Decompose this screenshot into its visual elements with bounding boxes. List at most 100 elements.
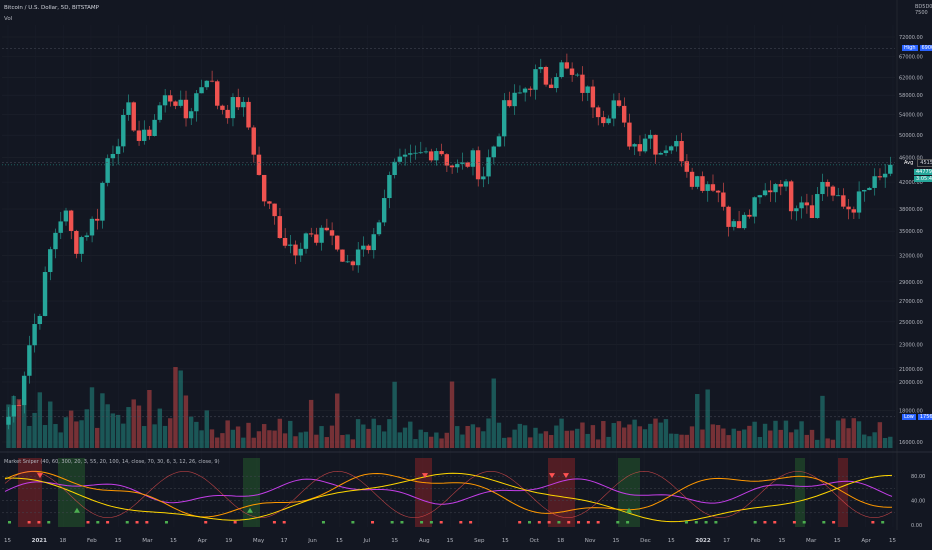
volume-bar <box>277 418 283 448</box>
volume-bar <box>616 421 622 448</box>
candle-body <box>872 176 877 188</box>
candle-body <box>830 186 836 196</box>
oscillator-highlight <box>548 458 575 527</box>
volume-bar <box>788 432 794 448</box>
candle-body <box>580 74 585 93</box>
signal-triangle <box>74 507 80 513</box>
candle-body <box>867 187 872 191</box>
candle-body <box>376 222 382 235</box>
price-tag-label: Avg <box>902 159 916 166</box>
candle-body <box>220 105 225 110</box>
signal-marker <box>763 521 767 524</box>
candle-body <box>204 80 209 88</box>
volume-bar <box>762 423 768 448</box>
volume-bar <box>147 389 152 448</box>
price-tick-label: 67000.00 <box>899 54 923 60</box>
candle-body <box>741 214 747 229</box>
candle-body <box>455 163 460 168</box>
candle-body <box>21 375 27 406</box>
price-tick-label: 27000.00 <box>899 299 923 305</box>
candle-body <box>658 153 663 155</box>
candle-body <box>569 68 575 75</box>
candle-body <box>465 162 470 167</box>
candle-body <box>486 157 491 177</box>
volume-bar <box>68 410 74 448</box>
volume-bar <box>590 425 596 448</box>
volume-bar <box>632 419 637 448</box>
candle-body <box>63 210 69 222</box>
oscillator-highlight <box>18 458 42 527</box>
volume-bar <box>768 430 773 448</box>
candle-body <box>105 158 110 183</box>
candle-body <box>820 181 825 195</box>
candle-body <box>11 405 16 417</box>
oscillator-series-line <box>5 472 893 523</box>
signal-marker <box>822 521 826 524</box>
price-tick-label: 16000.00 <box>899 440 923 446</box>
signal-triangle <box>563 473 569 479</box>
volume-bar <box>501 437 507 448</box>
signal-marker <box>429 521 433 524</box>
signal-marker <box>272 521 276 524</box>
signal-marker <box>596 521 600 524</box>
candle-body <box>121 114 126 147</box>
price-tag-label: High <box>902 45 918 52</box>
candle-body <box>601 117 606 124</box>
volume-bar <box>392 381 397 448</box>
volume-bar <box>668 433 674 448</box>
candle-body <box>595 107 601 118</box>
candle-body <box>888 164 893 174</box>
price-tag: Low17569.58 <box>900 413 932 421</box>
candle-body <box>308 233 314 235</box>
volume-bar <box>804 434 810 448</box>
candle-body <box>340 249 345 262</box>
candle-body <box>481 176 486 180</box>
volume-bar <box>554 425 559 448</box>
volume-bar <box>689 426 695 448</box>
time-tick-label: 15 <box>391 538 398 544</box>
price-tick-label: 58000.00 <box>899 93 923 99</box>
signal-marker <box>704 521 708 524</box>
volume-bar <box>397 432 403 448</box>
oscillator-series-line <box>4 470 892 518</box>
volume-bar <box>835 420 841 448</box>
candle-body <box>632 144 637 147</box>
volume-bar <box>455 426 460 448</box>
candle-body <box>449 165 455 168</box>
signal-marker <box>321 521 325 524</box>
signal-marker <box>8 521 11 524</box>
candle-body <box>324 227 329 231</box>
volume-bar <box>507 437 512 448</box>
candle-body <box>413 152 418 154</box>
candle-body <box>95 218 100 221</box>
oscillator-series-line <box>4 478 893 505</box>
volume-bar <box>846 428 851 448</box>
signal-marker <box>390 521 394 524</box>
candle-body <box>136 130 142 141</box>
volume-bar <box>350 439 356 448</box>
time-tick-label: 15 <box>889 538 896 544</box>
volume-bar <box>548 434 554 448</box>
volume-bar <box>658 422 663 448</box>
volume-bar <box>235 426 241 448</box>
volume-bar <box>481 431 486 448</box>
candle-body <box>329 230 335 236</box>
candle-body <box>752 197 757 217</box>
candle-body <box>705 184 710 191</box>
price-tag: Avg45159.25 <box>900 158 932 167</box>
time-tick-label: Apr <box>198 538 208 544</box>
price-tick-label: 23000.00 <box>899 342 923 348</box>
candle-body <box>674 141 679 147</box>
volume-bar <box>580 422 585 448</box>
volume-bar <box>308 399 314 448</box>
volume-bar <box>37 392 43 448</box>
volume-bar <box>225 420 230 448</box>
volume-bar <box>564 430 570 448</box>
candle-body <box>773 184 778 193</box>
candle-body <box>533 69 538 90</box>
candle-body <box>590 86 596 108</box>
candle-body <box>543 66 549 85</box>
candle-body <box>695 176 700 187</box>
volume-bar <box>726 435 731 448</box>
